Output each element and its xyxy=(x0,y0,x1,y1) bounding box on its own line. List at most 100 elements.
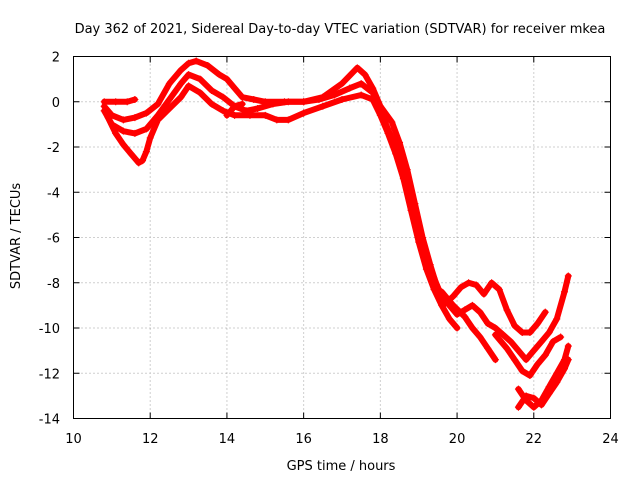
data-point xyxy=(300,109,308,117)
data-point xyxy=(376,111,384,119)
data-point xyxy=(503,344,511,352)
series-track-b xyxy=(100,71,572,364)
data-point xyxy=(338,80,346,88)
data-point xyxy=(530,403,538,411)
data-point xyxy=(560,365,568,373)
data-point xyxy=(330,91,338,99)
data-point xyxy=(208,86,216,94)
data-point xyxy=(204,62,212,70)
data-point xyxy=(480,290,488,298)
data-point xyxy=(261,111,269,119)
data-point xyxy=(131,129,139,137)
data-point xyxy=(564,356,572,364)
data-point xyxy=(541,351,549,359)
series-track-h xyxy=(100,95,139,106)
data-point xyxy=(449,292,457,300)
data-point xyxy=(361,71,369,79)
data-point xyxy=(119,141,127,149)
data-point xyxy=(495,286,503,294)
x-tick-label: 12 xyxy=(142,432,159,447)
x-tick-label: 18 xyxy=(372,432,389,447)
data-point xyxy=(346,84,354,92)
data-point xyxy=(219,93,227,101)
data-point xyxy=(142,125,150,133)
data-point xyxy=(185,71,193,79)
data-point xyxy=(357,80,365,88)
data-point xyxy=(564,342,572,350)
data-point xyxy=(196,89,204,97)
series-track-i xyxy=(223,100,246,119)
data-point xyxy=(231,84,239,92)
data-point xyxy=(112,98,120,106)
data-point xyxy=(142,148,150,156)
data-point xyxy=(545,390,553,398)
data-point xyxy=(231,102,239,110)
data-point xyxy=(503,306,511,314)
y-tick-label: 2 xyxy=(52,51,60,66)
data-point xyxy=(484,319,492,327)
data-point xyxy=(530,347,538,355)
data-point xyxy=(154,100,162,108)
series-trace xyxy=(515,343,572,411)
data-point xyxy=(165,105,173,113)
data-point xyxy=(468,324,476,332)
data-point xyxy=(530,394,538,402)
data-point xyxy=(514,347,522,355)
data-point xyxy=(522,356,530,364)
data-point xyxy=(534,360,542,368)
x-tick-label: 10 xyxy=(65,432,82,447)
data-point xyxy=(488,279,496,287)
data-point xyxy=(430,286,438,294)
data-point xyxy=(553,315,561,323)
y-tick-label: -4 xyxy=(47,186,60,201)
data-point xyxy=(100,107,108,115)
series-trace xyxy=(101,71,572,363)
data-point xyxy=(319,102,327,110)
series-track-c xyxy=(104,82,461,332)
data-point xyxy=(273,116,281,124)
data-point xyxy=(522,392,530,400)
data-point xyxy=(518,367,526,375)
data-point xyxy=(514,385,522,393)
data-point xyxy=(119,127,127,135)
data-point xyxy=(564,272,572,280)
data-point xyxy=(269,100,277,108)
x-tick-label: 14 xyxy=(219,432,236,447)
data-point xyxy=(100,98,108,106)
data-point xyxy=(457,283,465,291)
y-axis-label: SDTVAR / TECUs xyxy=(9,183,24,290)
data-point xyxy=(388,118,396,126)
data-point xyxy=(353,64,361,72)
x-tick-label: 20 xyxy=(449,432,466,447)
data-point xyxy=(507,338,515,346)
data-point xyxy=(511,322,519,330)
data-point xyxy=(449,301,457,309)
x-tick-label: 16 xyxy=(295,432,312,447)
data-point xyxy=(541,308,549,316)
data-point xyxy=(553,378,561,386)
data-point xyxy=(484,344,492,352)
x-tick-label: 22 xyxy=(526,432,543,447)
data-point xyxy=(177,80,185,88)
series-trace xyxy=(101,58,549,336)
data-point xyxy=(491,324,499,332)
data-point xyxy=(545,329,553,337)
data-point xyxy=(142,109,150,117)
series-trace xyxy=(105,82,461,331)
data-point xyxy=(468,301,476,309)
data-point xyxy=(154,116,162,124)
data-point xyxy=(461,306,469,314)
data-point xyxy=(438,301,446,309)
data-point xyxy=(139,157,147,165)
data-point xyxy=(219,107,227,115)
data-point xyxy=(476,308,484,316)
data-point xyxy=(407,206,415,214)
data-point xyxy=(465,279,473,287)
data-point xyxy=(453,324,461,332)
data-point xyxy=(284,98,292,106)
data-point xyxy=(369,95,377,103)
data-point xyxy=(399,175,407,183)
data-point xyxy=(112,129,120,137)
data-point xyxy=(549,338,557,346)
chart-title: Day 362 of 2021, Sidereal Day-to-day VTE… xyxy=(75,22,606,37)
